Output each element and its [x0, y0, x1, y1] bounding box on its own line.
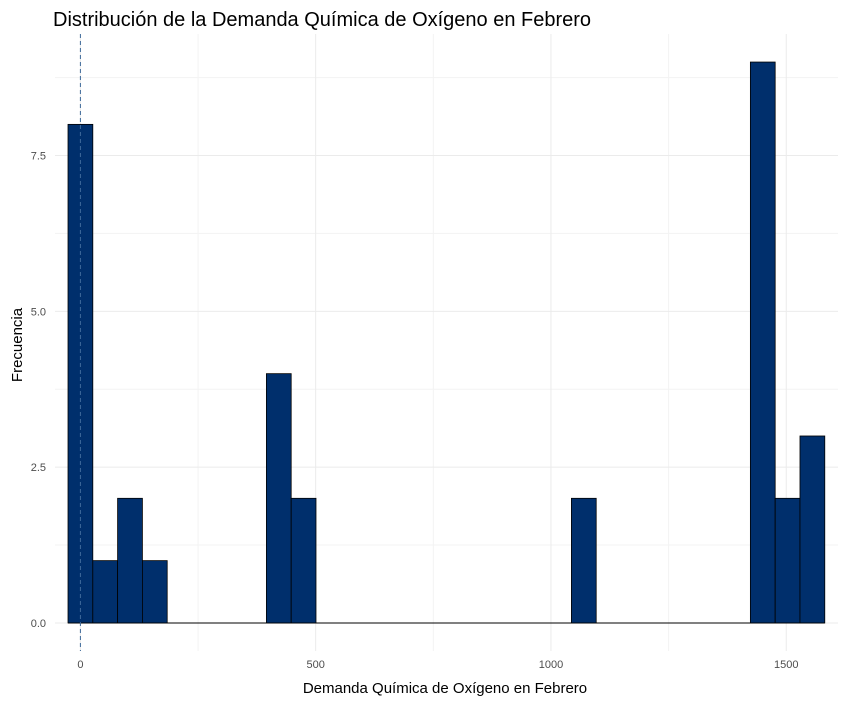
- y-axis-title: Frecuencia: [9, 307, 26, 382]
- y-tick-label: 7.5: [31, 151, 46, 163]
- x-axis-title: Demanda Química de Oxígeno en Febrero: [303, 680, 587, 697]
- histogram-bar: [142, 560, 168, 624]
- y-axis-ticks: 0.0 2.5 5.0 7.5: [31, 151, 46, 630]
- y-tick-label: 5.0: [31, 306, 46, 318]
- histogram-bar: [749, 61, 776, 624]
- y-tick-label: 2.5: [31, 462, 46, 474]
- x-tick-label: 1500: [774, 659, 798, 671]
- x-tick-label: 1000: [539, 659, 563, 671]
- histogram-bar: [571, 497, 597, 624]
- histogram-bar: [117, 497, 143, 624]
- x-tick-label: 500: [307, 659, 325, 671]
- histogram-bar: [799, 435, 826, 624]
- bars: [67, 61, 826, 624]
- histogram-bar: [92, 560, 119, 624]
- chart-title: Distribución de la Demanda Química de Ox…: [53, 9, 591, 31]
- x-tick-label: 0: [77, 659, 83, 671]
- y-tick-label: 0.0: [31, 618, 46, 630]
- grid: [55, 34, 838, 651]
- x-axis-ticks: 0 500 1000 1500: [77, 659, 798, 671]
- histogram-bar: [290, 497, 317, 624]
- histogram-bar: [265, 373, 292, 624]
- histogram-bar: [774, 497, 801, 624]
